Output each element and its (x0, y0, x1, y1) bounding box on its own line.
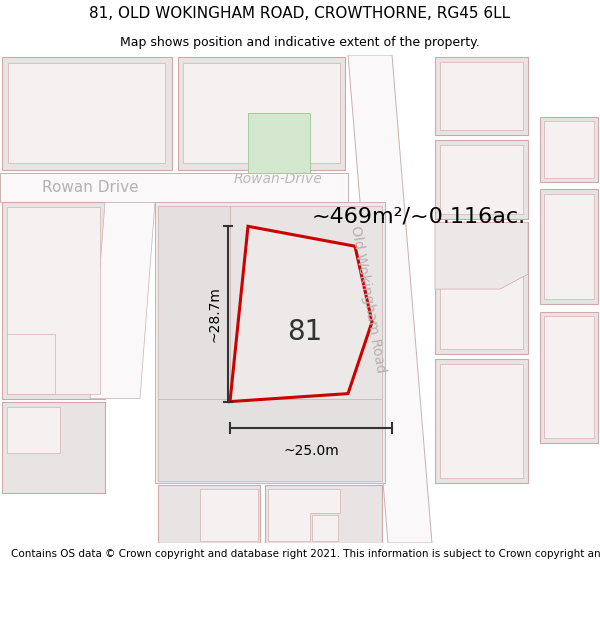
Polygon shape (544, 194, 594, 299)
Polygon shape (158, 206, 230, 399)
Polygon shape (7, 406, 60, 453)
Polygon shape (183, 63, 340, 162)
Text: ~28.7m: ~28.7m (207, 286, 221, 342)
Polygon shape (435, 222, 528, 354)
Polygon shape (544, 316, 594, 438)
Polygon shape (440, 62, 523, 130)
Polygon shape (540, 117, 598, 182)
Polygon shape (435, 359, 528, 483)
Text: Contains OS data © Crown copyright and database right 2021. This information is : Contains OS data © Crown copyright and d… (11, 549, 600, 559)
Polygon shape (178, 57, 345, 169)
Polygon shape (2, 57, 172, 169)
Text: 81, OLD WOKINGHAM ROAD, CROWTHORNE, RG45 6LL: 81, OLD WOKINGHAM ROAD, CROWTHORNE, RG45… (89, 6, 511, 21)
Polygon shape (7, 334, 55, 394)
Polygon shape (8, 63, 165, 162)
Text: Rowan-Drive: Rowan-Drive (233, 173, 322, 186)
Polygon shape (158, 399, 382, 481)
Polygon shape (540, 312, 598, 443)
Polygon shape (248, 112, 310, 173)
Polygon shape (544, 121, 594, 179)
Polygon shape (540, 189, 598, 304)
Polygon shape (200, 489, 258, 541)
Polygon shape (155, 202, 385, 483)
Polygon shape (435, 57, 528, 134)
Text: ~469m²/~0.116ac.: ~469m²/~0.116ac. (312, 206, 526, 226)
Polygon shape (435, 222, 528, 289)
Polygon shape (7, 208, 100, 394)
Polygon shape (0, 173, 348, 203)
Polygon shape (2, 402, 105, 493)
Text: 81: 81 (287, 318, 323, 346)
Polygon shape (158, 485, 260, 543)
Polygon shape (312, 515, 338, 541)
Polygon shape (440, 228, 523, 349)
Text: ~25.0m: ~25.0m (283, 444, 339, 458)
Polygon shape (268, 489, 340, 541)
Polygon shape (265, 485, 382, 543)
Polygon shape (440, 364, 523, 478)
Polygon shape (348, 55, 432, 543)
Polygon shape (440, 144, 523, 214)
Polygon shape (230, 226, 372, 402)
Polygon shape (2, 202, 105, 399)
Text: Old Wokingham Road: Old Wokingham Road (348, 224, 388, 374)
Polygon shape (230, 206, 382, 399)
Polygon shape (435, 139, 528, 219)
Text: Map shows position and indicative extent of the property.: Map shows position and indicative extent… (120, 36, 480, 49)
Polygon shape (90, 202, 155, 399)
Text: Rowan Drive: Rowan Drive (41, 180, 139, 195)
